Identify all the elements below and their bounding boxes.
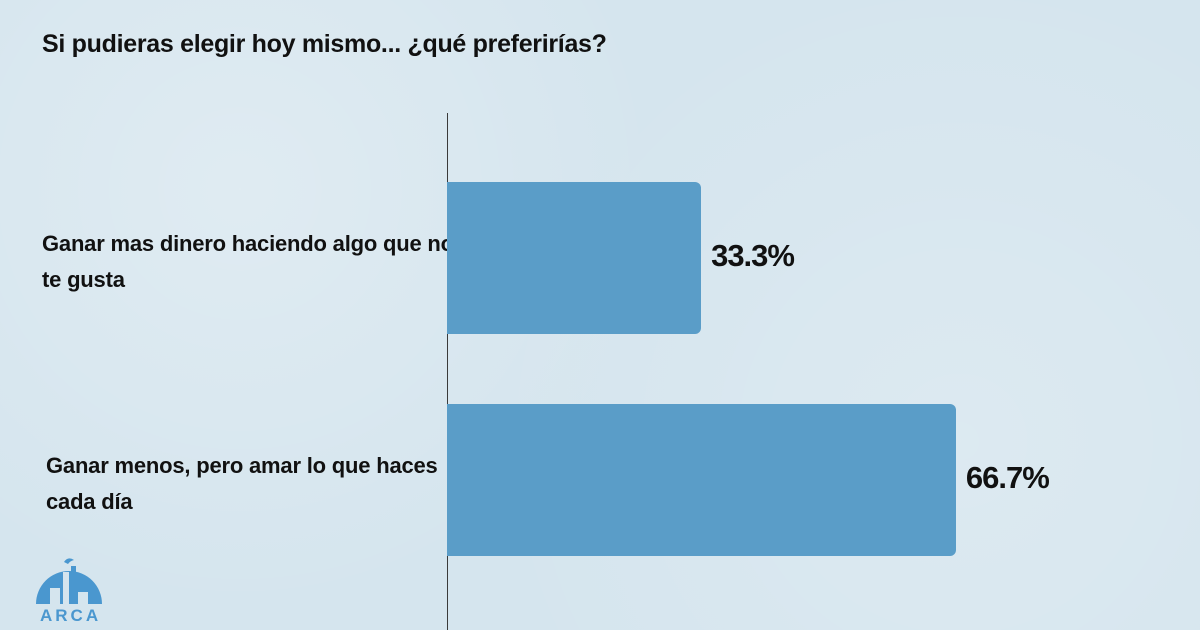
bar [447, 182, 702, 334]
chart-title: Si pudieras elegir hoy mismo... ¿qué pre… [42, 30, 607, 58]
logo-text: ARCA [40, 606, 102, 625]
category-label: Ganar mas dinero haciendo algo que no te… [42, 231, 454, 292]
category-axis-line [447, 113, 448, 630]
category-label: Ganar menos, pero amar lo que haces cada… [46, 453, 438, 514]
bar [447, 404, 956, 556]
data-label: 66.7% [965, 460, 1050, 495]
arca-logo-icon [36, 558, 102, 604]
data-label: 33.3% [711, 238, 795, 273]
